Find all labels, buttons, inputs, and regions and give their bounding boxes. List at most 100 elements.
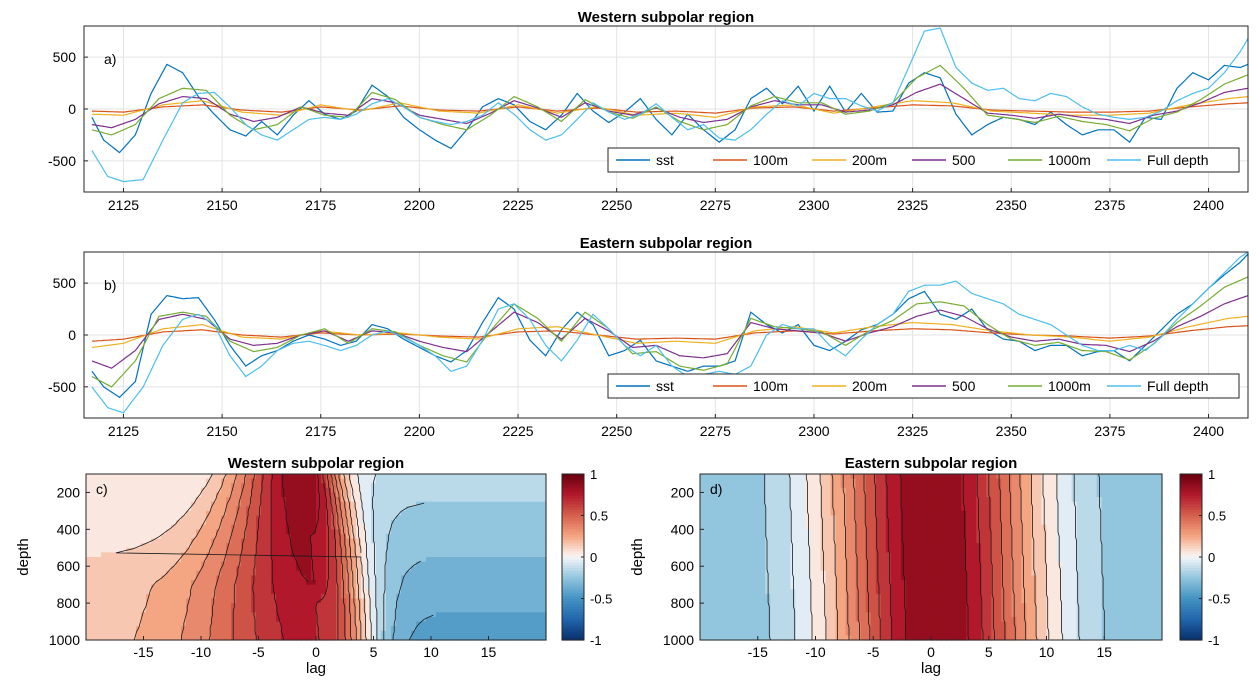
contour-cell [411,520,417,526]
contour-cell [431,566,437,572]
contour-cell [406,483,412,489]
contour-fill [700,474,1163,641]
contour-cell [890,561,897,567]
contour-cell [401,612,407,618]
contour-line [357,473,372,640]
contour-cell [211,547,217,553]
x-tick-label: 5 [370,644,378,660]
contour-cell [281,584,287,590]
contour-cell [321,575,327,581]
contour-cell [805,566,812,572]
contour-cell [391,506,397,512]
contour-cell [745,635,751,641]
contour-cell [171,497,177,503]
contour-cell [316,483,322,489]
contour-cell [166,557,172,563]
contour-cell [206,538,212,544]
contour-cell [735,524,741,530]
contour-cell [715,635,721,641]
contour-cell [291,584,297,590]
contour-cell [86,561,92,567]
contour-cell [371,543,377,549]
contour-cell [346,524,352,530]
contour-cell [246,561,252,567]
contour-cell [96,630,102,636]
contour-cell [326,589,332,595]
contour-cell [496,510,502,517]
contour-cell [456,598,462,604]
contour-cell [760,607,766,613]
contour-cell [176,598,182,604]
contour-cell [281,524,287,530]
contour-cell [855,515,862,521]
contour-cell [506,492,512,498]
contour-cell [850,501,857,507]
contour-cell [526,580,532,586]
contour-cell [875,612,882,618]
contour-cell [471,575,477,581]
contour-cell [481,630,487,636]
contour-cell [511,575,517,581]
contour-cell [421,630,427,636]
contour-cell [481,603,487,609]
contour-cell [246,497,252,503]
contour-cell [211,506,217,512]
contour-cell [795,561,802,567]
contour-cell [770,520,776,526]
contour-cell [251,626,257,632]
contour-cell [486,492,492,498]
contour-cell [870,533,877,540]
contour-cell [730,630,736,636]
contour-cell [491,492,497,498]
contour-cell [436,561,442,567]
contour-cell [511,593,517,600]
contour-cell [411,598,417,604]
contour-cell [760,524,766,530]
contour-cell [536,612,542,618]
contour-cell [501,543,507,549]
contour-cell [371,497,377,503]
contour-cell [216,570,222,577]
contour-cell [526,616,532,623]
contour-cell [361,497,367,503]
contour-cell [171,603,177,609]
contour-cell [785,570,791,577]
contour-cell [790,483,797,489]
contour-cell [516,552,522,558]
contour-cell [376,538,382,544]
contour-cell [516,501,522,507]
contour-cell [366,506,372,512]
contour-cell [286,593,292,600]
contour-cell [830,580,837,586]
contour-cell [181,598,187,604]
contour-cell [860,616,867,623]
contour-cell [825,543,832,549]
contour-cell [850,547,857,553]
contour-cell [246,616,252,623]
contour-cell [141,626,147,632]
contour-cell [765,561,771,567]
contour-cell [815,543,822,549]
contour-cell [306,630,312,636]
contour-cell [870,487,877,494]
contour-cell [181,538,187,544]
contour-cell [506,501,512,507]
contour-cell [740,506,746,512]
contour-cell [121,630,127,636]
contour-cell [441,510,447,517]
contour-cell [755,524,761,530]
contour-cell [506,593,512,600]
contour-cell [151,506,157,512]
contour-cell [835,557,842,563]
contour-cell [800,557,807,563]
contour-cell [461,520,467,526]
contour-cell [321,598,327,604]
contour-cell [705,478,711,484]
contour-cell [436,598,442,604]
contour-cell [181,533,187,540]
contour-cell [346,538,352,544]
contour-cell [331,520,337,526]
contour-cell [526,529,532,535]
contour-cell [91,492,97,498]
contour-cell [800,580,807,586]
